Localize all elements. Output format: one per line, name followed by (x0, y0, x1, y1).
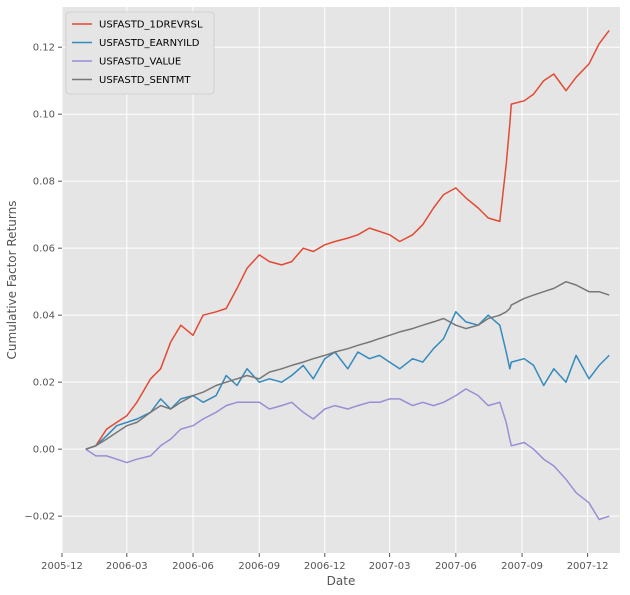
x-tick-label: 2006-03 (106, 561, 148, 572)
legend-label: USFASTD_VALUE (99, 57, 181, 68)
series-lines (85, 29, 610, 521)
x-axis: 2005-12 2006-03 2006-06 2006-09 2006-12 2007-… (41, 553, 608, 572)
y-tick-label: 0.08 (33, 177, 55, 188)
x-tick-label: 2005-12 (41, 561, 83, 572)
y-tick-label: 0.12 (33, 43, 55, 54)
series-line-usfastd-earnyild (85, 311, 610, 450)
series-line-usfastd-1drevrsl (85, 29, 610, 450)
x-tick-label: 2007-09 (501, 561, 543, 572)
x-axis-title: Date (327, 574, 356, 588)
legend: USFASTD_1DREVRSL USFASTD_EARNYILD USFASTD_… (65, 11, 215, 95)
x-tick-label: 2007-06 (435, 561, 477, 572)
x-tick-label: 2006-09 (238, 561, 280, 572)
y-tick-label: 0.00 (33, 445, 55, 456)
legend-label: USFASTD_SENTMT (99, 75, 191, 86)
y-axis-title: Cumulative Factor Returns (5, 201, 19, 360)
x-tick-label: 2006-06 (172, 561, 214, 572)
legend-label: USFASTD_1DREVRSL (99, 20, 203, 31)
y-tick-label: −0.02 (24, 512, 55, 523)
y-tick-label: 0.06 (33, 244, 55, 255)
x-tick-label: 2006-12 (304, 561, 346, 572)
y-tick-label: 0.02 (33, 378, 55, 389)
series-line-usfastd-sentmt (85, 280, 610, 450)
legend-box (65, 11, 215, 95)
y-tick-label: 0.04 (33, 311, 55, 322)
legend-label: USFASTD_EARNYILD (99, 38, 200, 49)
y-axis: −0.02 0.00 0.02 0.04 0.06 0.08 0.10 0.12 (24, 43, 62, 523)
x-tick-label: 2007-12 (567, 561, 609, 572)
grid (61, 7, 620, 553)
series-line-usfastd-value (85, 388, 610, 521)
x-tick-label: 2007-03 (369, 561, 411, 572)
y-tick-label: 0.10 (33, 110, 55, 121)
